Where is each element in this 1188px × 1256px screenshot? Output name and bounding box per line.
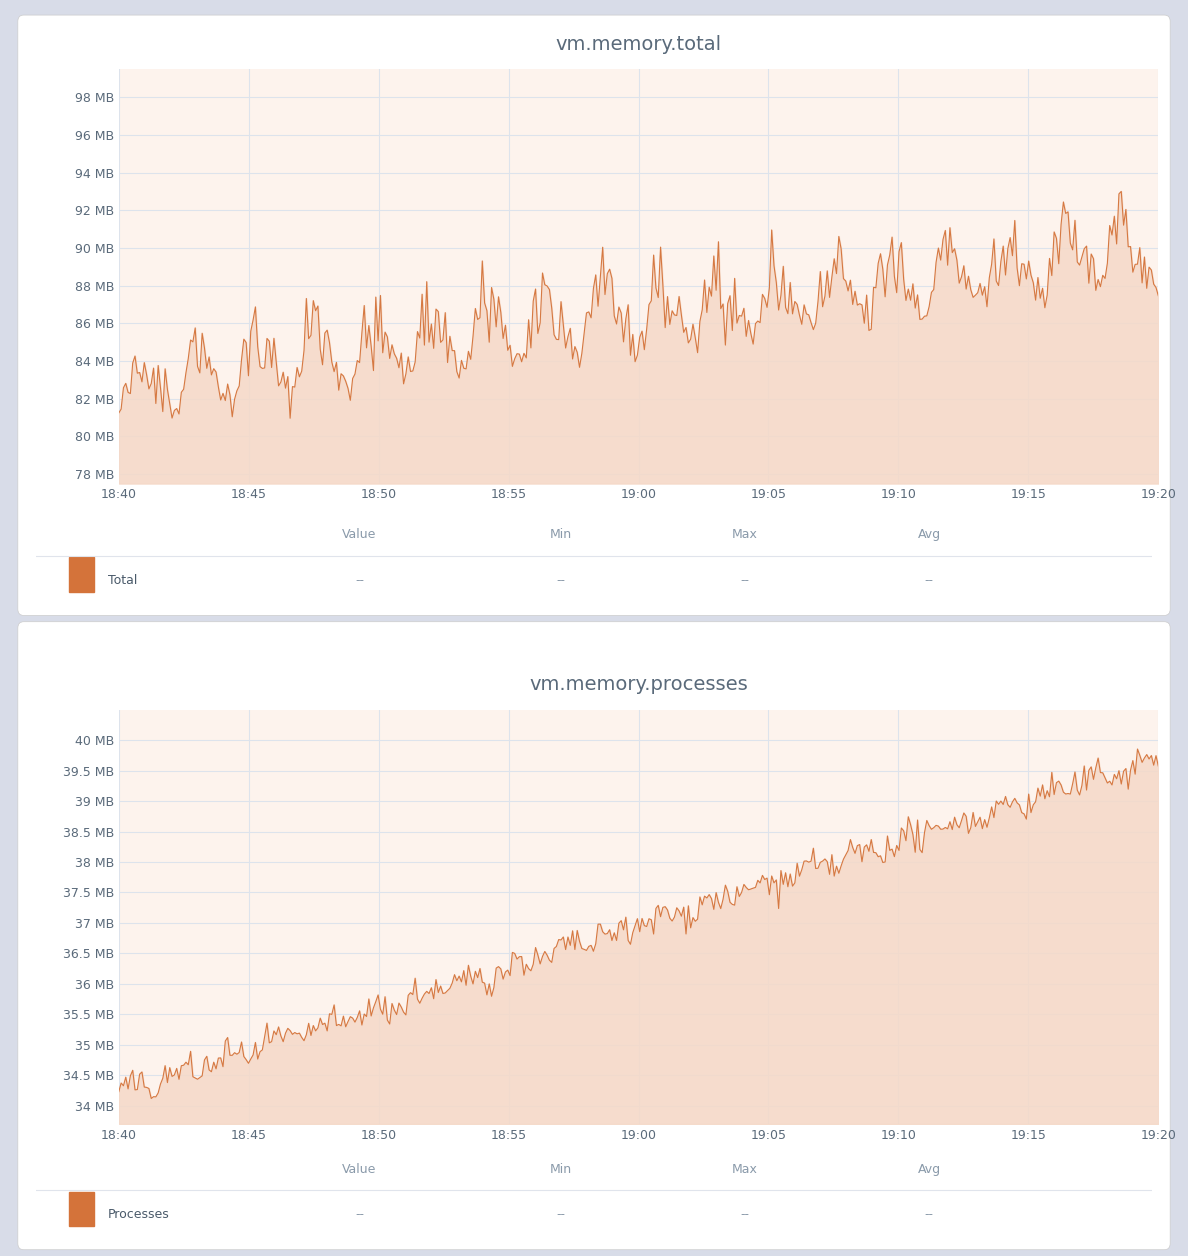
Text: 2021-01-18: 2021-01-18 <box>119 1162 191 1174</box>
Text: --: -- <box>740 1208 750 1221</box>
Text: --: -- <box>924 574 934 587</box>
Text: --: -- <box>556 1208 565 1221</box>
Text: Value: Value <box>342 529 377 541</box>
Bar <box>69 1192 94 1226</box>
Text: --: -- <box>556 574 565 587</box>
Text: --: -- <box>355 1208 364 1221</box>
Text: Max: Max <box>732 1163 758 1176</box>
Title: vm.memory.processes: vm.memory.processes <box>529 676 748 695</box>
Text: Min: Min <box>549 529 571 541</box>
Text: --: -- <box>924 1208 934 1221</box>
Text: Total: Total <box>108 574 138 587</box>
Text: Avg: Avg <box>917 529 941 541</box>
Text: --: -- <box>740 574 750 587</box>
Text: Max: Max <box>732 529 758 541</box>
Text: Min: Min <box>549 1163 571 1176</box>
Text: Avg: Avg <box>917 1163 941 1176</box>
Text: 2021-01-18: 2021-01-18 <box>119 521 191 534</box>
Text: --: -- <box>355 574 364 587</box>
Bar <box>69 558 94 592</box>
Text: Processes: Processes <box>108 1208 170 1221</box>
Title: vm.memory.total: vm.memory.total <box>556 35 721 54</box>
Text: Value: Value <box>342 1163 377 1176</box>
